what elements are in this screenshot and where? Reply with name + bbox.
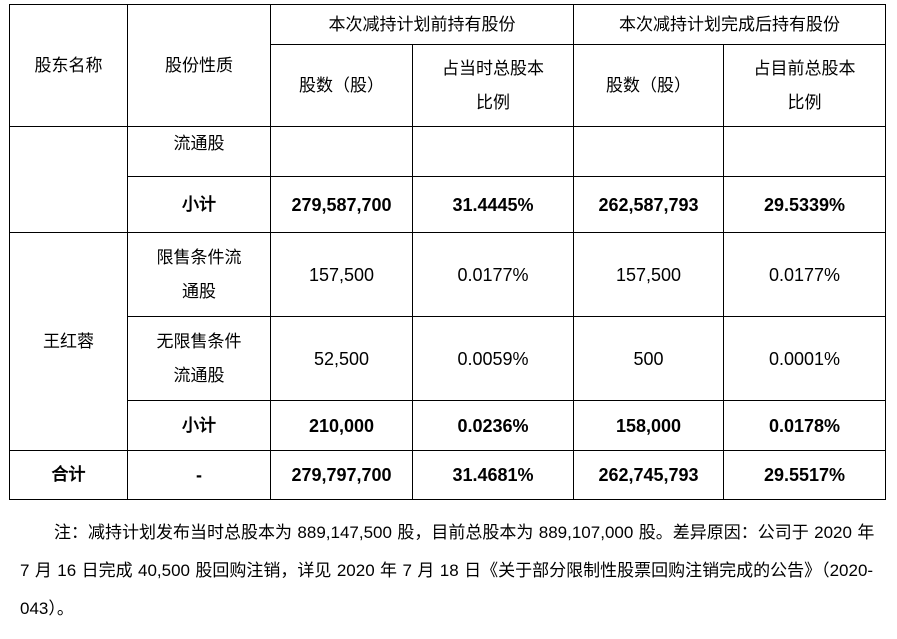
total-ratio-after: 29.5517% bbox=[723, 450, 886, 500]
table-row: 无限售条件 流通股 52,500 0.0059% 500 0.0001% bbox=[10, 316, 886, 401]
ratio-before-cell: 0.0177% bbox=[412, 232, 574, 317]
ratio-before-cell: 0.0236% bbox=[412, 400, 574, 451]
header-group-before: 本次减持计划前持有股份 bbox=[270, 4, 574, 45]
total-row: 合计 - 279,797,700 31.4681% 262,745,793 29… bbox=[9, 450, 886, 500]
total-ratio-before: 31.4681% bbox=[412, 450, 574, 500]
ratio-after-cell: 0.0178% bbox=[723, 400, 886, 451]
nature-cell: 流通股 bbox=[127, 126, 271, 177]
table-row: 小计 210,000 0.0236% 158,000 0.0178% bbox=[10, 400, 886, 451]
shares-after-cell: 157,500 bbox=[573, 232, 724, 317]
ratio-after-cell: 29.5339% bbox=[723, 176, 886, 233]
header-shares-after: 股数（股） bbox=[573, 44, 724, 127]
total-shares-after: 262,745,793 bbox=[573, 450, 724, 500]
shares-before-cell: 210,000 bbox=[270, 400, 413, 451]
shares-before-cell: 52,500 bbox=[270, 316, 413, 401]
footnote: 注：减持计划发布当时总股本为 889,147,500 股，目前总股本为 889,… bbox=[20, 523, 875, 619]
subtotal-label: 小计 bbox=[127, 400, 271, 451]
shares-after-cell: 262,587,793 bbox=[573, 176, 724, 233]
header-nature: 股份性质 bbox=[127, 4, 271, 127]
shares-before-cell bbox=[270, 126, 413, 177]
shares-before-cell: 279,587,700 bbox=[270, 176, 413, 233]
header-shareholder: 股东名称 bbox=[9, 4, 128, 127]
table-row: 流通股 bbox=[9, 126, 886, 233]
header-ratio-after: 占目前总股本 比例 bbox=[723, 44, 886, 127]
total-label: 合计 bbox=[9, 450, 128, 500]
total-shares-before: 279,797,700 bbox=[270, 450, 413, 500]
ratio-before-cell bbox=[412, 126, 574, 177]
shareholder-name: 王红蓉 bbox=[9, 232, 128, 451]
shareholder-cell-empty bbox=[9, 126, 128, 233]
header-group-after: 本次减持计划完成后持有股份 bbox=[573, 4, 886, 45]
shares-after-cell: 500 bbox=[573, 316, 724, 401]
total-nature: - bbox=[127, 450, 271, 500]
ratio-after-cell: 0.0001% bbox=[723, 316, 886, 401]
subtotal-label: 小计 bbox=[127, 176, 271, 233]
nature-cell: 限售条件流 通股 bbox=[127, 232, 271, 317]
nature-cell: 无限售条件 流通股 bbox=[127, 316, 271, 401]
ratio-after-cell: 0.0177% bbox=[723, 232, 886, 317]
ratio-after-cell bbox=[723, 126, 886, 177]
ratio-before-cell: 31.4445% bbox=[412, 176, 574, 233]
table-row: 小计 279,587,700 31.4445% 262,587,793 29.5… bbox=[10, 176, 886, 233]
header-ratio-before: 占当时总股本 比例 bbox=[412, 44, 574, 127]
shares-before-cell: 157,500 bbox=[270, 232, 413, 317]
ratio-before-cell: 0.0059% bbox=[412, 316, 574, 401]
shares-after-cell: 158,000 bbox=[573, 400, 724, 451]
header-shares-before: 股数（股） bbox=[270, 44, 413, 127]
shares-after-cell bbox=[573, 126, 724, 177]
shareholding-table: 股东名称 股份性质 本次减持计划前持有股份 本次减持计划完成后持有股份 股数（股… bbox=[9, 4, 886, 500]
table-row: 王红蓉 限售条件流 通股 157,500 0.0177% 157,500 0.01… bbox=[9, 232, 886, 451]
